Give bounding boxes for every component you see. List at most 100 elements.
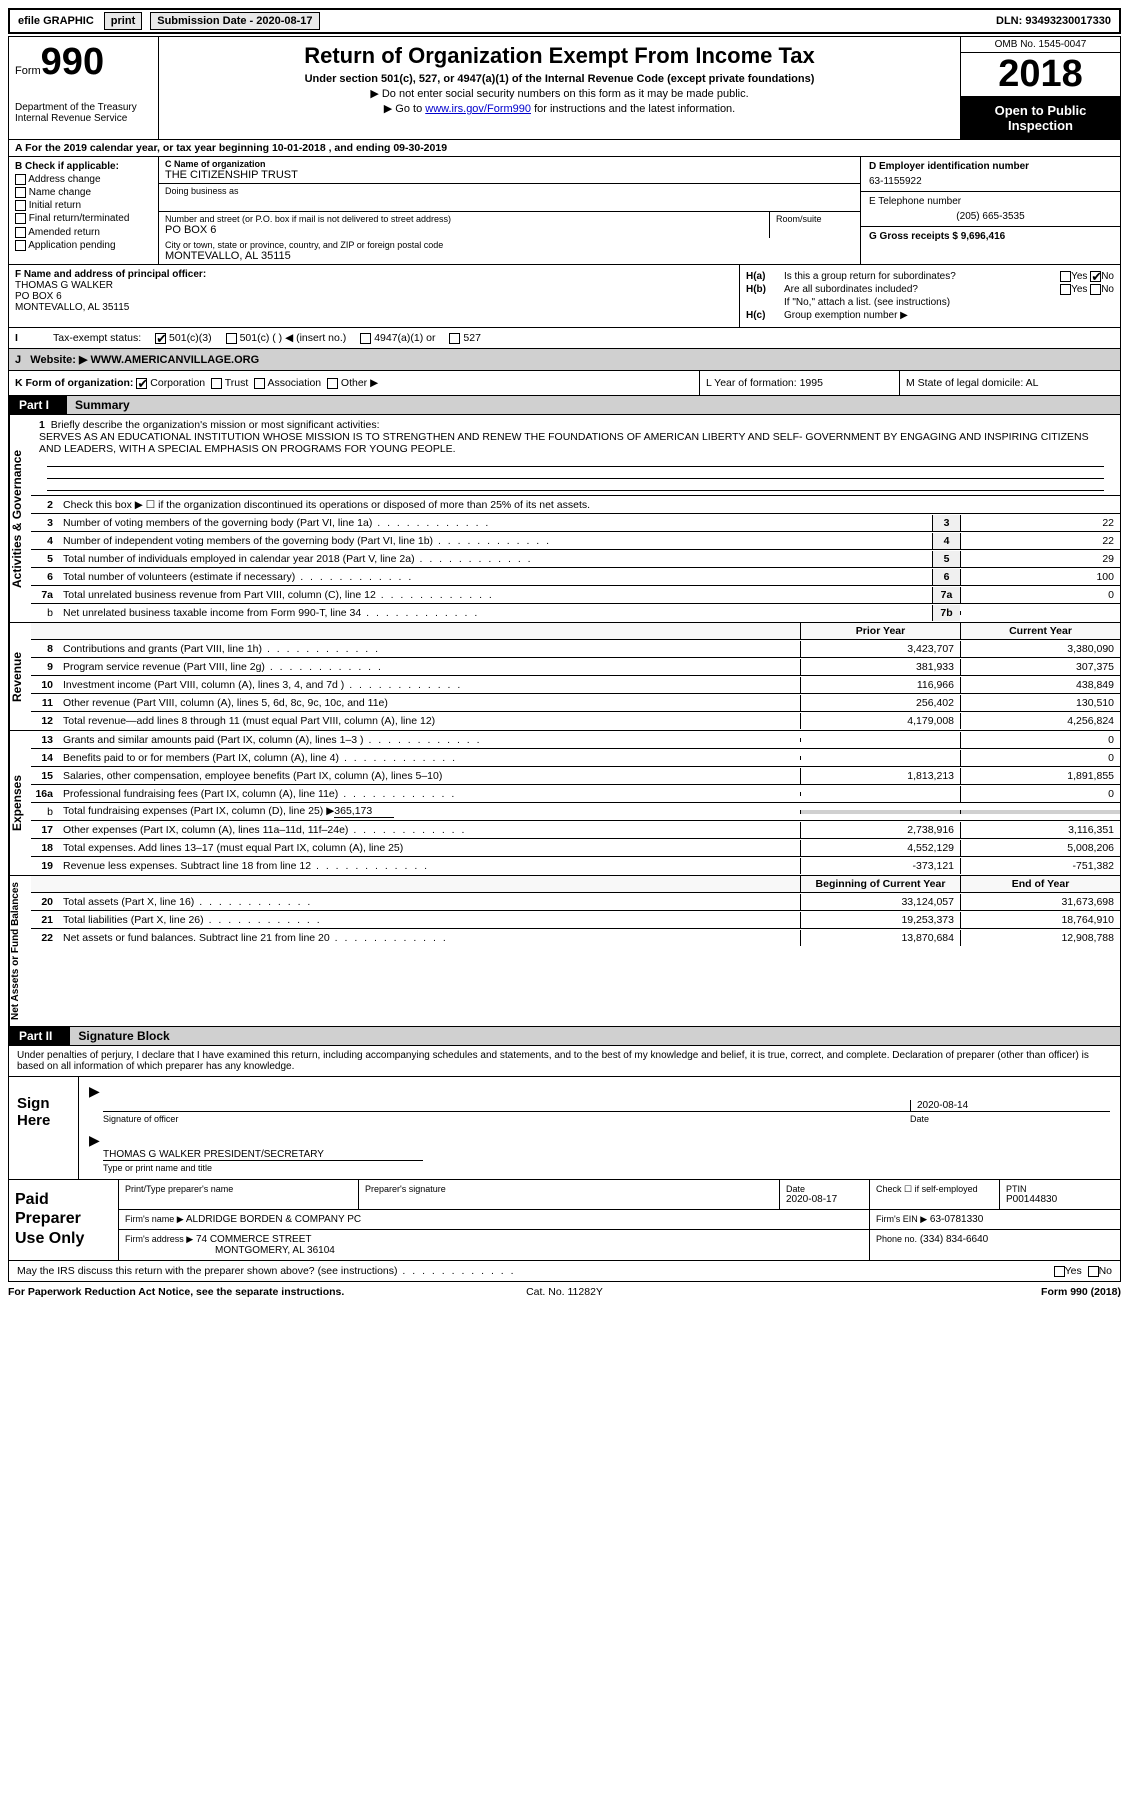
chk-4947[interactable] [360, 333, 371, 344]
row-i-tax-status: I Tax-exempt status: 501(c)(3) 501(c) ( … [8, 328, 1121, 349]
p9: 381,933 [800, 659, 960, 675]
line-1: 1 Briefly describe the organization's mi… [31, 415, 1120, 496]
chk-discuss-yes[interactable] [1054, 1266, 1065, 1277]
chk-501c3[interactable] [155, 333, 166, 344]
c22: 12,908,788 [960, 930, 1120, 946]
chk-discuss-no[interactable] [1088, 1266, 1099, 1277]
col-b-checkboxes: B Check if applicable: Address change Na… [9, 157, 159, 264]
line-20: Total assets (Part X, line 16) [59, 894, 800, 910]
c12: 4,256,824 [960, 713, 1120, 729]
part-1-title: Summary [67, 396, 1120, 414]
chk-application-pending[interactable] [15, 240, 26, 251]
print-button[interactable]: print [104, 12, 142, 30]
line-16b: Total fundraising expenses (Part IX, col… [59, 803, 800, 820]
c18: 5,008,206 [960, 840, 1120, 856]
expenses-section: Expenses 13Grants and similar amounts pa… [8, 731, 1121, 876]
line-16a: Professional fundraising fees (Part IX, … [59, 786, 800, 802]
website-label: Website: ▶ [30, 354, 87, 366]
efile-label: efile GRAPHIC [12, 13, 100, 29]
firm-name-label: Firm's name ▶ [125, 1214, 184, 1224]
p16b-shade [800, 810, 960, 814]
prior-year-header: Prior Year [800, 623, 960, 639]
p14 [800, 756, 960, 760]
p17: 2,738,916 [800, 822, 960, 838]
line-17: Other expenses (Part IX, column (A), lin… [59, 822, 800, 838]
prep-name-label: Print/Type preparer's name [125, 1184, 352, 1194]
col-d-ein: D Employer identification number 63-1155… [860, 157, 1120, 264]
chk-hb-yes[interactable] [1060, 284, 1071, 295]
chk-ha-no[interactable] [1090, 271, 1101, 282]
chk-address-change[interactable] [15, 174, 26, 185]
chk-trust[interactable] [211, 378, 222, 389]
end-year-header: End of Year [960, 876, 1120, 892]
line-7a: Total unrelated business revenue from Pa… [59, 587, 932, 603]
c16b-shade [960, 810, 1120, 814]
val-5: 29 [960, 551, 1120, 567]
hb-question: Are all subordinates included? [784, 284, 1004, 295]
efile-top-bar: efile GRAPHIC print Submission Date - 20… [8, 8, 1121, 34]
omb-number: OMB No. 1545-0047 [961, 37, 1120, 53]
officer-name: THOMAS G WALKER [15, 280, 733, 291]
chk-other[interactable] [327, 378, 338, 389]
line-12: Total revenue—add lines 8 through 11 (mu… [59, 713, 800, 729]
chk-name-change[interactable] [15, 187, 26, 198]
officer-addr2: MONTEVALLO, AL 35115 [15, 302, 733, 313]
gross-receipts: G Gross receipts $ 9,696,416 [861, 227, 1120, 246]
ha-question: Is this a group return for subordinates? [784, 271, 1004, 282]
chk-501c[interactable] [226, 333, 237, 344]
form-note-1: ▶ Do not enter social security numbers o… [167, 87, 952, 100]
chk-association[interactable] [254, 378, 265, 389]
ein-label: D Employer identification number [869, 161, 1112, 172]
chk-527[interactable] [449, 333, 460, 344]
p21: 19,253,373 [800, 912, 960, 928]
line-13: Grants and similar amounts paid (Part IX… [59, 732, 800, 748]
line-8: Contributions and grants (Part VIII, lin… [59, 641, 800, 657]
discuss-question: May the IRS discuss this return with the… [17, 1265, 1054, 1277]
row-a-tax-year: A For the 2019 calendar year, or tax yea… [8, 140, 1121, 157]
sign-date: 2020-08-14 [910, 1100, 1110, 1111]
part-1-tag: Part I [9, 396, 67, 414]
firm-addr2: MONTGOMERY, AL 36104 [215, 1245, 335, 1256]
city-value: MONTEVALLO, AL 35115 [165, 250, 854, 262]
row-k-form-org: K Form of organization: Corporation Trus… [8, 371, 1121, 396]
phone-label: Phone no. [876, 1234, 917, 1244]
p19: -373,121 [800, 858, 960, 874]
cat-number: Cat. No. 11282Y [379, 1286, 750, 1298]
c16a: 0 [960, 786, 1120, 802]
side-label-netassets: Net Assets or Fund Balances [9, 876, 31, 1026]
c15: 1,891,855 [960, 768, 1120, 784]
c21: 18,764,910 [960, 912, 1120, 928]
org-name-label: C Name of organization [165, 159, 854, 169]
phone-value: (334) 834-6640 [920, 1234, 988, 1245]
form-subtitle: Under section 501(c), 527, or 4947(a)(1)… [167, 73, 952, 85]
row-j-website: J Website: ▶ WWW.AMERICANVILLAGE.ORG [8, 349, 1121, 371]
hb-tag: H(b) [746, 284, 784, 295]
form-number: 990 [41, 41, 104, 83]
c10: 438,849 [960, 677, 1120, 693]
val-4: 22 [960, 533, 1120, 549]
chk-corporation[interactable] [136, 378, 147, 389]
chk-ha-yes[interactable] [1060, 271, 1071, 282]
chk-hb-no[interactable] [1090, 284, 1101, 295]
chk-amended[interactable] [15, 227, 26, 238]
netassets-section: Net Assets or Fund Balances Beginning of… [8, 876, 1121, 1027]
section-bcd: B Check if applicable: Address change Na… [8, 157, 1121, 265]
hc-tag: H(c) [746, 310, 784, 321]
form990-link[interactable]: www.irs.gov/Form990 [425, 103, 531, 115]
date-label: Date [910, 1114, 1110, 1124]
col-h-group: H(a) Is this a group return for subordin… [740, 265, 1120, 327]
year-formation: L Year of formation: 1995 [700, 371, 900, 395]
firm-ein-value: 63-0781330 [930, 1214, 983, 1225]
fundraising-total: 365,173 [334, 805, 394, 818]
chk-initial-return[interactable] [15, 200, 26, 211]
side-label-governance: Activities & Governance [9, 415, 31, 622]
line-7b: Net unrelated business taxable income fr… [59, 605, 932, 621]
p12: 4,179,008 [800, 713, 960, 729]
prep-date-label: Date [786, 1184, 863, 1194]
firm-addr-label: Firm's address ▶ [125, 1234, 193, 1244]
firm-addr1: 74 COMMERCE STREET [196, 1234, 312, 1245]
chk-final-return[interactable] [15, 213, 26, 224]
mission-statement: SERVES AS AN EDUCATIONAL INSTITUTION WHO… [39, 431, 1089, 455]
room-suite-cell: Room/suite [770, 212, 860, 238]
arrow-icon: ▶ [89, 1083, 100, 1099]
